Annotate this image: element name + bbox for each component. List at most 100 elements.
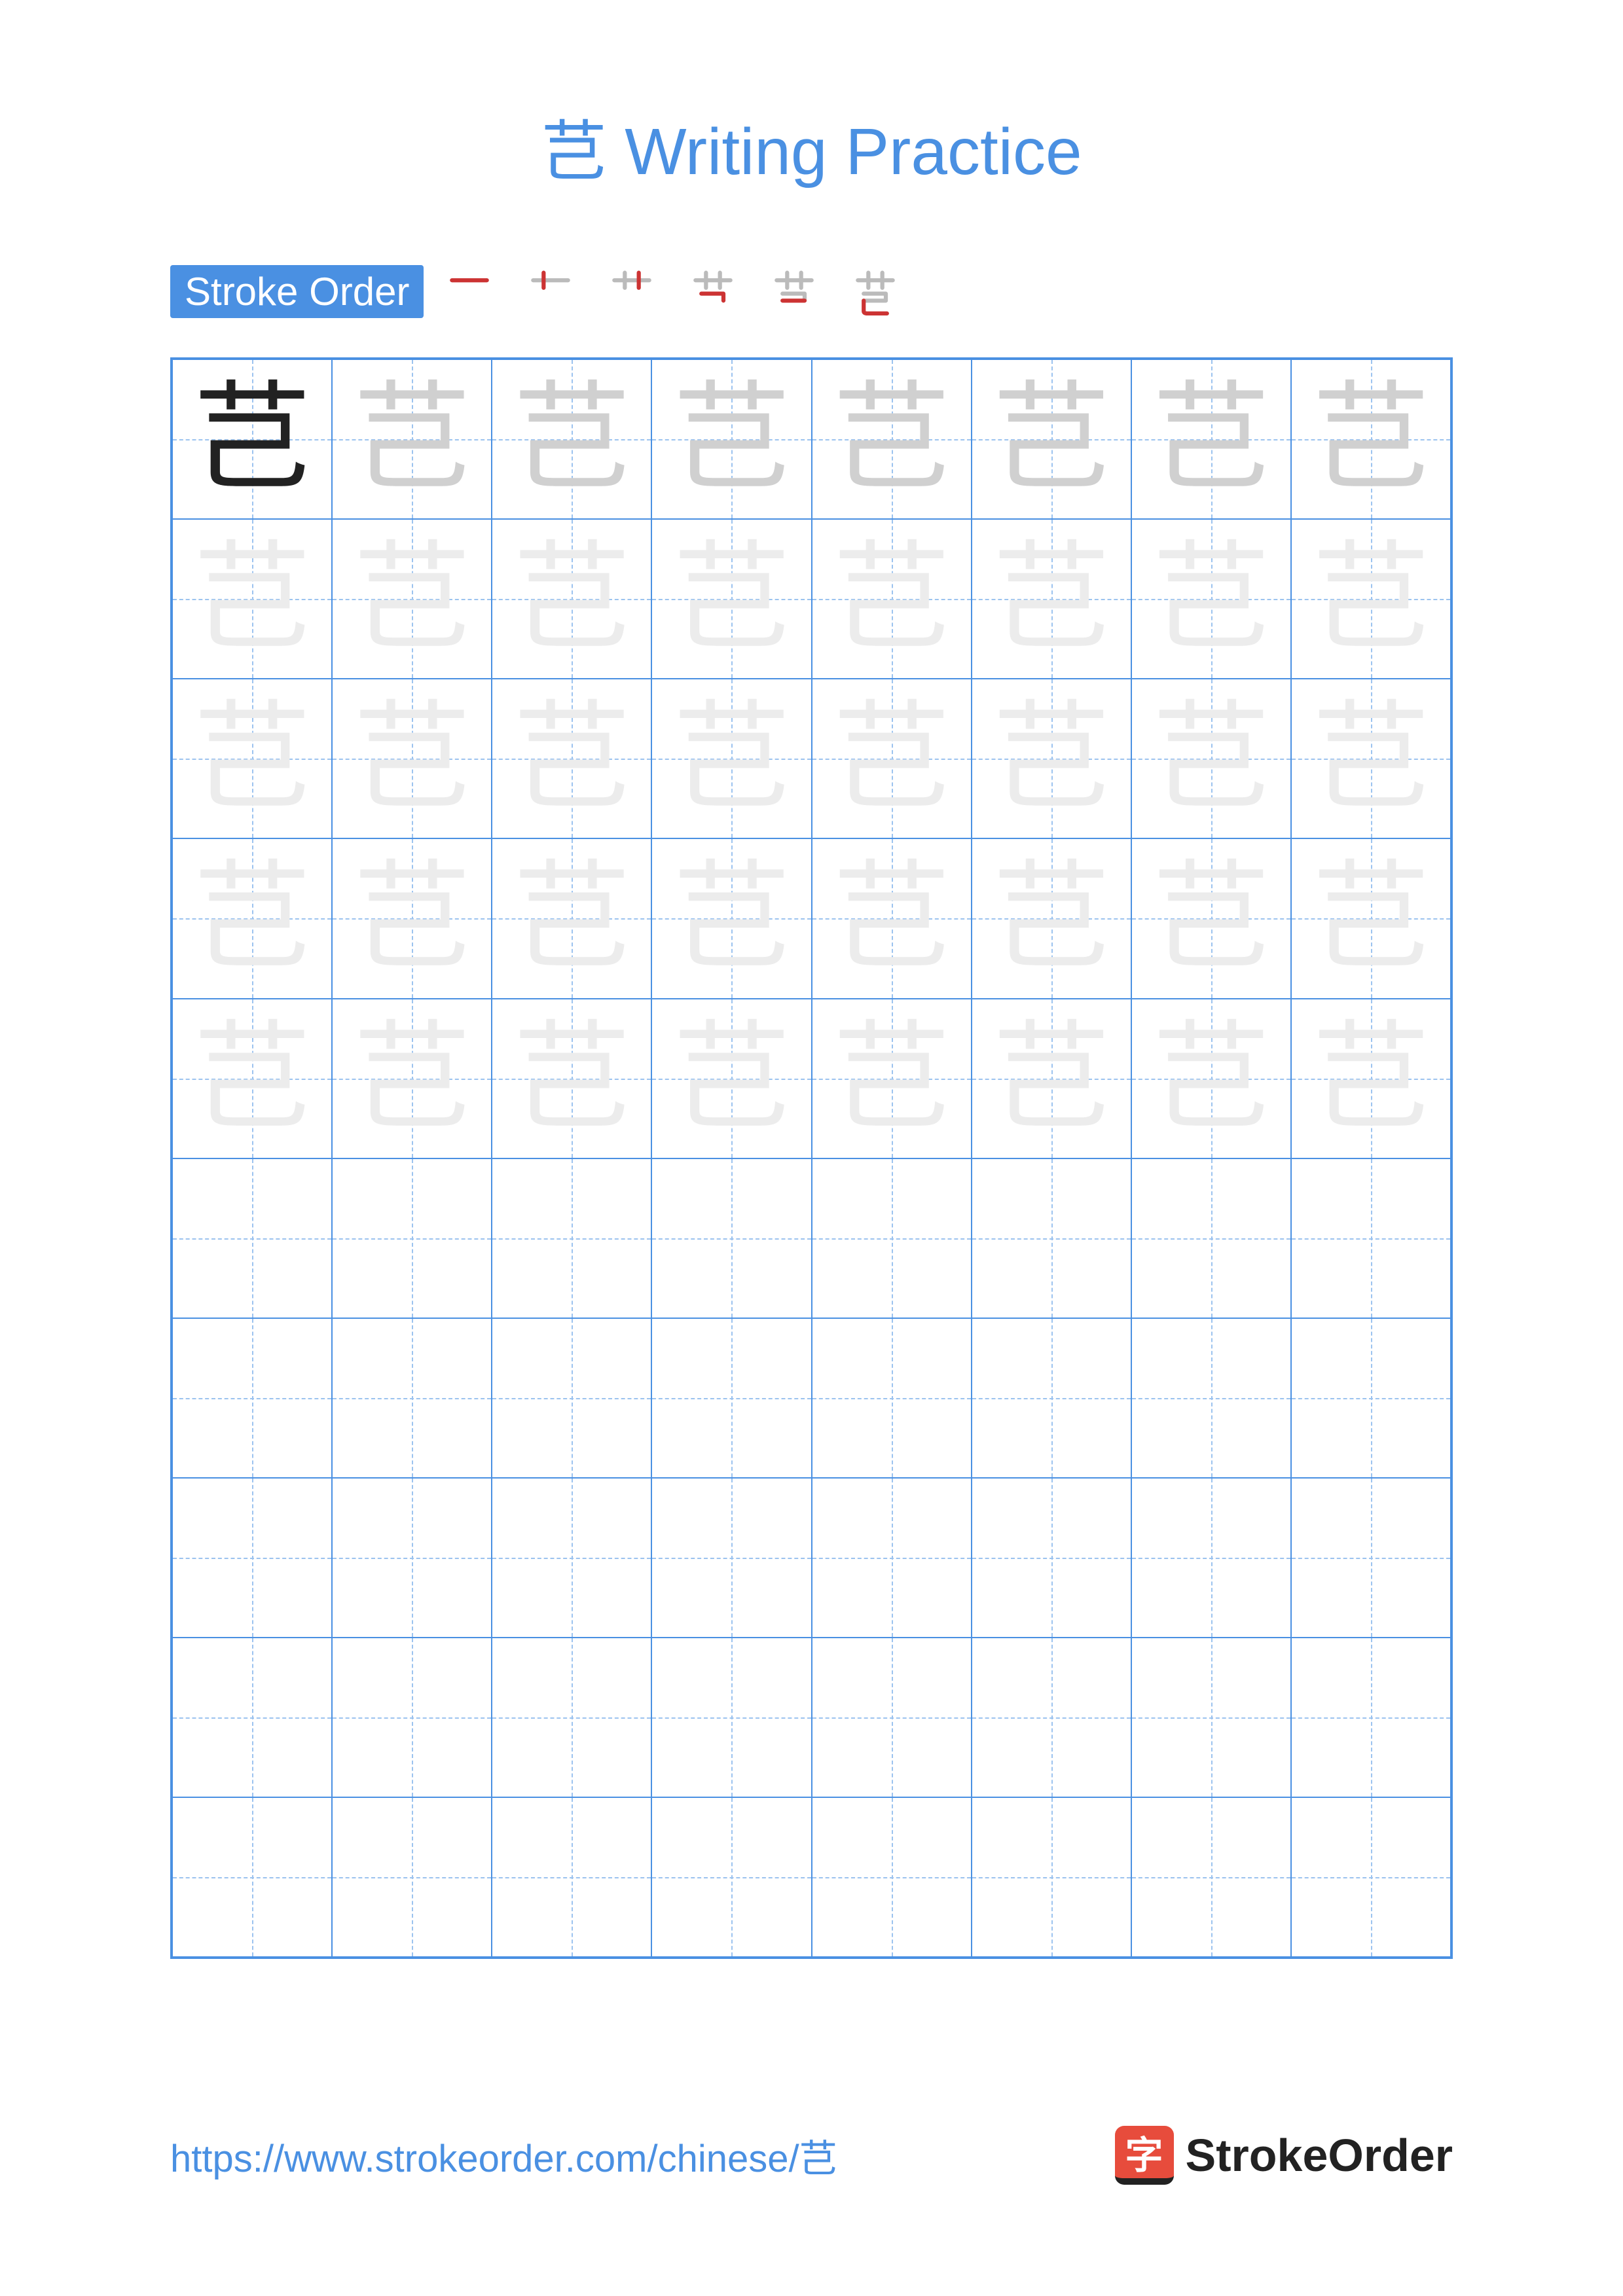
grid-cell: 芑	[972, 679, 1131, 838]
grid-cell	[972, 1478, 1131, 1638]
trace-character: 芑	[1312, 1020, 1430, 1138]
stroke-step-4	[687, 266, 739, 318]
logo: 字 StrokeOrder	[1115, 2126, 1453, 2185]
grid-cell: 芑	[172, 519, 332, 679]
title-character: 芑	[541, 116, 606, 188]
grid-cell: 芑	[172, 838, 332, 998]
grid-cell: 芑	[172, 999, 332, 1158]
trace-character: 芑	[672, 1020, 790, 1138]
grid-cell: 芑	[812, 999, 972, 1158]
grid-cell	[972, 1638, 1131, 1797]
grid-cell	[812, 1158, 972, 1318]
trace-character: 芑	[833, 859, 951, 977]
trace-character: 芑	[993, 540, 1110, 658]
grid-cell: 芑	[492, 519, 651, 679]
grid-cell	[651, 1158, 811, 1318]
grid-cell: 芑	[651, 679, 811, 838]
grid-cell: 芑	[172, 679, 332, 838]
grid-cell	[172, 1158, 332, 1318]
trace-character: 芑	[353, 540, 471, 658]
grid-cell	[1131, 1318, 1291, 1478]
grid-cell: 芑	[812, 519, 972, 679]
grid-row: 芑芑芑芑芑芑芑芑	[172, 999, 1451, 1158]
grid-cell	[172, 1318, 332, 1478]
grid-cell	[492, 1638, 651, 1797]
grid-cell	[1291, 1797, 1451, 1957]
grid-cell: 芑	[972, 519, 1131, 679]
logo-text: StrokeOrder	[1186, 2129, 1453, 2181]
grid-cell	[1131, 1638, 1291, 1797]
grid-row	[172, 1638, 1451, 1797]
stroke-step-2	[524, 266, 577, 318]
grid-cell	[651, 1478, 811, 1638]
grid-cell	[1291, 1638, 1451, 1797]
stroke-step-1	[443, 266, 496, 318]
grid-cell	[492, 1158, 651, 1318]
grid-cell: 芑	[1131, 679, 1291, 838]
trace-character: 芑	[193, 700, 311, 817]
trace-character: 芑	[833, 540, 951, 658]
grid-row	[172, 1797, 1451, 1957]
grid-cell	[1131, 1478, 1291, 1638]
trace-character: 芑	[1312, 859, 1430, 977]
trace-character: 芑	[833, 1020, 951, 1138]
logo-icon: 字	[1115, 2126, 1174, 2185]
grid-cell: 芑	[332, 519, 492, 679]
grid-cell	[332, 1797, 492, 1957]
grid-cell: 芑	[1291, 359, 1451, 519]
trace-character: 芑	[1152, 700, 1270, 817]
grid-cell	[172, 1638, 332, 1797]
trace-character: 芑	[672, 540, 790, 658]
trace-character: 芑	[513, 859, 630, 977]
model-character: 芑	[193, 380, 311, 498]
grid-cell	[972, 1158, 1131, 1318]
grid-cell: 芑	[332, 838, 492, 998]
trace-character: 芑	[993, 1020, 1110, 1138]
trace-character: 芑	[833, 700, 951, 817]
grid-cell	[172, 1478, 332, 1638]
grid-row: 芑芑芑芑芑芑芑芑	[172, 519, 1451, 679]
footer-url: https://www.strokeorder.com/chinese/芑	[170, 2128, 837, 2183]
grid-row	[172, 1158, 1451, 1318]
grid-cell	[1131, 1797, 1291, 1957]
grid-cell: 芑	[972, 359, 1131, 519]
trace-character: 芑	[833, 380, 951, 498]
grid-cell: 芑	[172, 359, 332, 519]
grid-cell: 芑	[1131, 359, 1291, 519]
grid-cell: 芑	[1131, 999, 1291, 1158]
grid-cell	[1291, 1478, 1451, 1638]
grid-cell	[812, 1797, 972, 1957]
grid-cell	[332, 1638, 492, 1797]
stroke-order-label: Stroke Order	[170, 265, 424, 318]
trace-character: 芑	[1312, 380, 1430, 498]
grid-cell	[812, 1478, 972, 1638]
trace-character: 芑	[353, 1020, 471, 1138]
stroke-step-3	[606, 266, 658, 318]
grid-cell	[812, 1638, 972, 1797]
footer: https://www.strokeorder.com/chinese/芑 字 …	[170, 2126, 1453, 2185]
grid-row	[172, 1478, 1451, 1638]
grid-cell: 芑	[972, 838, 1131, 998]
grid-cell: 芑	[332, 999, 492, 1158]
grid-cell	[972, 1318, 1131, 1478]
grid-cell: 芑	[492, 359, 651, 519]
trace-character: 芑	[672, 859, 790, 977]
grid-cell: 芑	[1291, 679, 1451, 838]
trace-character: 芑	[1152, 859, 1270, 977]
trace-character: 芑	[1152, 540, 1270, 658]
grid-row: 芑芑芑芑芑芑芑芑	[172, 359, 1451, 519]
trace-character: 芑	[672, 380, 790, 498]
trace-character: 芑	[513, 1020, 630, 1138]
grid-cell: 芑	[1131, 519, 1291, 679]
grid-cell	[332, 1318, 492, 1478]
grid-cell: 芑	[651, 838, 811, 998]
stroke-order-steps	[443, 266, 902, 318]
trace-character: 芑	[193, 540, 311, 658]
grid-cell: 芑	[492, 838, 651, 998]
grid-cell: 芑	[492, 679, 651, 838]
grid-cell: 芑	[651, 999, 811, 1158]
grid-cell	[812, 1318, 972, 1478]
grid-cell	[492, 1478, 651, 1638]
trace-character: 芑	[193, 1020, 311, 1138]
grid-cell	[651, 1797, 811, 1957]
